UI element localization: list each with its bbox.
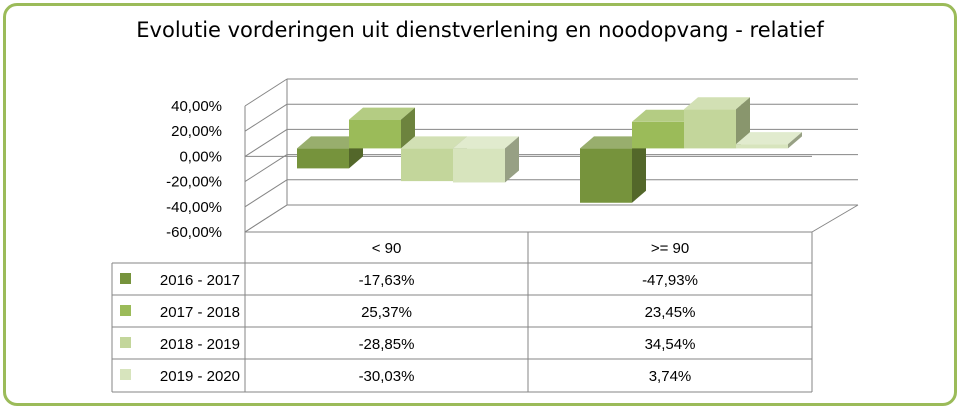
legend-swatch <box>120 305 131 316</box>
legend-label: 2018 - 2019 <box>160 336 240 353</box>
y-tick-label: 40,00% <box>171 98 222 115</box>
legend-swatch <box>120 337 131 348</box>
legend-swatch <box>120 273 131 284</box>
y-tick-label: -40,00% <box>166 199 222 216</box>
gridline-side <box>244 103 288 132</box>
bar-1-2 <box>580 148 632 203</box>
data-label: 34,54% <box>645 336 696 353</box>
gridline-side <box>244 128 288 157</box>
x-tick-label: >= 90 <box>651 240 689 257</box>
bar-top-face <box>736 132 802 145</box>
y-tick-label: -20,00% <box>166 174 222 191</box>
y-tick-label: 0,00% <box>179 148 222 165</box>
bar-top-face <box>297 136 363 149</box>
bar-top-face <box>632 109 698 122</box>
x-tick-label: < 90 <box>372 240 402 257</box>
bar-4-2 <box>736 144 788 149</box>
legend-label: 2016 - 2017 <box>160 272 240 289</box>
data-label: 25,37% <box>361 304 412 321</box>
legend-label: 2019 - 2020 <box>160 368 240 385</box>
data-label: -47,93% <box>642 272 698 289</box>
y-tick-label: 20,00% <box>171 123 222 140</box>
bar-4-1 <box>453 148 505 183</box>
chart-title: Evolutie vorderingen uit dienstverlening… <box>136 18 824 42</box>
gridline-side <box>244 78 288 107</box>
bar-top-face <box>453 136 519 149</box>
y-tick-label: -60,00% <box>166 224 222 241</box>
bar-3-1 <box>401 148 453 182</box>
data-label: 3,74% <box>649 368 692 385</box>
bar-3-2 <box>684 109 736 149</box>
bar-top-face <box>684 97 750 110</box>
bar-side-face <box>401 107 415 149</box>
gridline-side <box>244 154 288 183</box>
floor-edge-left <box>244 204 288 233</box>
bar-side-face <box>632 136 646 203</box>
data-label: -28,85% <box>359 336 415 353</box>
bar-2-2 <box>632 121 684 149</box>
data-label: -17,63% <box>359 272 415 289</box>
bar-2-1 <box>349 119 401 149</box>
bar-1-1 <box>297 148 349 169</box>
bar-side-face <box>788 132 802 149</box>
bar-top-face <box>580 136 646 149</box>
data-label: 23,45% <box>645 304 696 321</box>
bar-side-face <box>505 136 519 183</box>
legend-swatch <box>120 369 131 380</box>
floor-edge-right <box>811 204 859 233</box>
bar-top-face <box>349 107 415 120</box>
gridline-side <box>244 179 288 208</box>
bar-top-face <box>401 136 467 149</box>
data-label: -30,03% <box>359 368 415 385</box>
legend-label: 2017 - 2018 <box>160 304 240 321</box>
